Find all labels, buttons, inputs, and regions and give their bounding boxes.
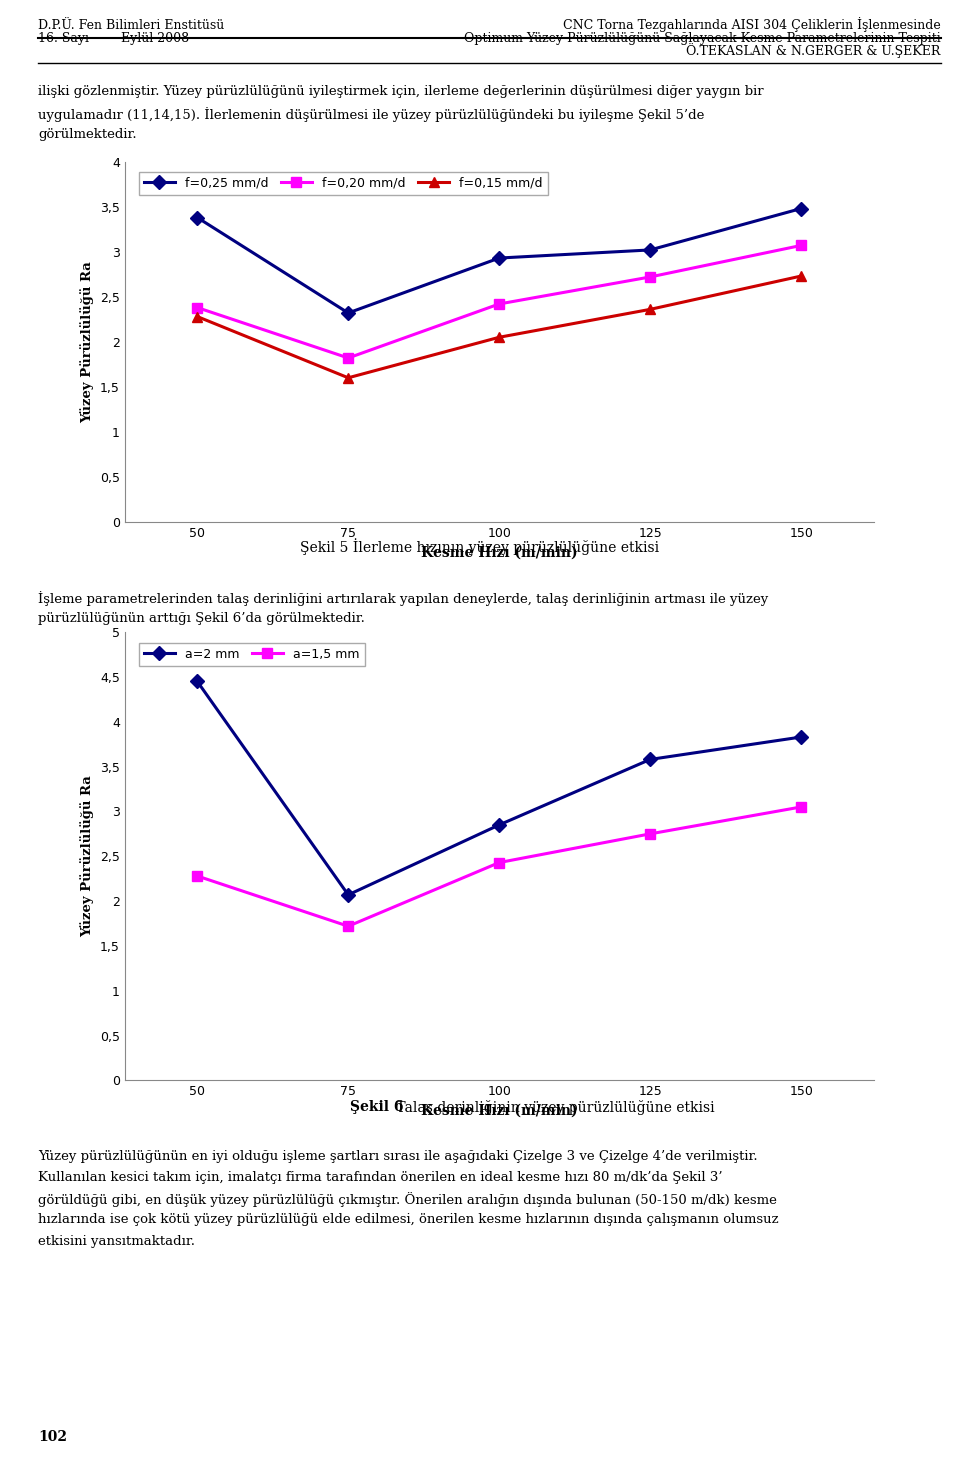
Y-axis label: Yüzey Pürüzlülüğü Ra: Yüzey Pürüzlülüğü Ra <box>81 260 94 423</box>
Text: etkisini yansıtmaktadır.: etkisini yansıtmaktadır. <box>38 1235 196 1248</box>
Line: f=0,25 mm/d: f=0,25 mm/d <box>192 204 806 318</box>
Text: Kullanılan kesici takım için, imalatçı firma tarafından önerilen en ideal kesme : Kullanılan kesici takım için, imalatçı f… <box>38 1170 723 1183</box>
f=0,25 mm/d <box>191 209 203 226</box>
Text: görülmektedir.: görülmektedir. <box>38 128 137 141</box>
a=2 mm <box>343 886 354 904</box>
a=2 mm <box>191 673 203 691</box>
a=1,5 mm <box>644 825 656 842</box>
f=0,20 mm/d <box>191 298 203 316</box>
Y-axis label: Yüzey Pürüzlülüğü Ra: Yüzey Pürüzlülüğü Ra <box>81 775 94 938</box>
Text: hızlarında ise çok kötü yüzey pürüzlülüğü elde edilmesi, önerilen kesme hızların: hızlarında ise çok kötü yüzey pürüzlülüğ… <box>38 1214 779 1226</box>
f=0,15 mm/d <box>343 369 354 387</box>
X-axis label: Kesme Hızı (m/min): Kesme Hızı (m/min) <box>420 545 578 559</box>
Text: 102: 102 <box>38 1429 67 1444</box>
a=1,5 mm <box>493 854 505 872</box>
Text: görüldüğü gibi, en düşük yüzey pürüzlülüğü çıkmıştır. Önerilen aralığın dışında : görüldüğü gibi, en düşük yüzey pürüzlülü… <box>38 1192 778 1207</box>
f=0,15 mm/d <box>644 300 656 318</box>
Text: Şekil 5 İlerleme hızının yüzey pürüzlülüğüne etkisi: Şekil 5 İlerleme hızının yüzey pürüzlülü… <box>300 538 660 554</box>
f=0,20 mm/d <box>796 237 807 254</box>
Text: pürüzlülüğünün arttığı Şekil 6’da görülmektedir.: pürüzlülüğünün arttığı Şekil 6’da görülm… <box>38 613 365 625</box>
Text: CNC Torna Tezgahlarında AISI 304 Çeliklerin İşlenmesinde: CNC Torna Tezgahlarında AISI 304 Çelikle… <box>564 16 941 32</box>
X-axis label: Kesme Hızı (m/min): Kesme Hızı (m/min) <box>420 1104 578 1117</box>
Text: 16. Sayı        Eylül 2008: 16. Sayı Eylül 2008 <box>38 32 189 46</box>
f=0,15 mm/d <box>796 268 807 285</box>
f=0,15 mm/d <box>493 328 505 345</box>
Text: D.P.Ü. Fen Bilimleri Enstitüsü: D.P.Ü. Fen Bilimleri Enstitüsü <box>38 19 225 32</box>
a=2 mm <box>796 728 807 745</box>
Legend: f=0,25 mm/d, f=0,20 mm/d, f=0,15 mm/d: f=0,25 mm/d, f=0,20 mm/d, f=0,15 mm/d <box>138 172 548 194</box>
f=0,15 mm/d <box>191 307 203 325</box>
a=1,5 mm <box>796 798 807 816</box>
Text: Şekil 6: Şekil 6 <box>350 1100 404 1114</box>
Text: Yüzey pürüzlülüğünün en iyi olduğu işleme şartları sırası ile aşağıdaki Çizelge : Yüzey pürüzlülüğünün en iyi olduğu işlem… <box>38 1150 758 1163</box>
a=1,5 mm <box>343 917 354 935</box>
a=2 mm <box>493 816 505 833</box>
Line: f=0,20 mm/d: f=0,20 mm/d <box>192 241 806 363</box>
f=0,25 mm/d <box>493 250 505 268</box>
f=0,25 mm/d <box>796 200 807 218</box>
Line: a=1,5 mm: a=1,5 mm <box>192 803 806 931</box>
Text: Ö.TEKASLAN & N.GERGER & U.ŞEKER: Ö.TEKASLAN & N.GERGER & U.ŞEKER <box>686 43 941 59</box>
f=0,20 mm/d <box>343 350 354 368</box>
f=0,20 mm/d <box>644 268 656 285</box>
f=0,25 mm/d <box>644 241 656 259</box>
f=0,20 mm/d <box>493 295 505 313</box>
Text: Talaş derinliğinin yüzey pürüzlülüğüne etkisi: Talaş derinliğinin yüzey pürüzlülüğüne e… <box>392 1100 714 1114</box>
Legend: a=2 mm, a=1,5 mm: a=2 mm, a=1,5 mm <box>138 642 365 666</box>
a=2 mm <box>644 751 656 769</box>
Text: Optimum Yüzey Pürüzlülüğünü Sağlayacak Kesme Parametrelerinin Tespiti: Optimum Yüzey Pürüzlülüğünü Sağlayacak K… <box>464 32 941 46</box>
Text: ilişki gözlenmiştir. Yüzey pürüzlülüğünü iyileştirmek için, ilerleme değerlerini: ilişki gözlenmiştir. Yüzey pürüzlülüğünü… <box>38 85 764 98</box>
a=1,5 mm <box>191 867 203 885</box>
f=0,25 mm/d <box>343 304 354 322</box>
Text: İşleme parametrelerinden talaş derinliğini artırılarak yapılan deneylerde, talaş: İşleme parametrelerinden talaş derinliği… <box>38 591 769 606</box>
Line: a=2 mm: a=2 mm <box>192 676 806 900</box>
Line: f=0,15 mm/d: f=0,15 mm/d <box>192 270 806 382</box>
Text: uygulamadır (11,14,15). İlerlemenin düşürülmesi ile yüzey pürüzlülüğündeki bu iy: uygulamadır (11,14,15). İlerlemenin düşü… <box>38 107 705 122</box>
